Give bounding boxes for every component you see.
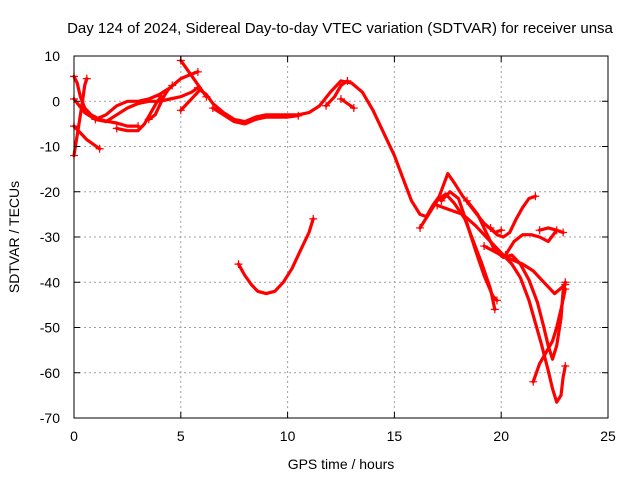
series-line [115, 95, 164, 133]
data-point-marker [437, 196, 446, 205]
series-line [531, 287, 567, 384]
series-line [211, 106, 300, 126]
series-line [72, 124, 102, 151]
series-arc-07 [144, 81, 177, 124]
data-point-marker [497, 226, 506, 235]
data-point-marker [531, 192, 540, 201]
series-line [439, 190, 499, 302]
data-point-marker [535, 226, 544, 235]
data-point-marker [561, 285, 570, 294]
series-line [435, 203, 567, 404]
y-tick-label: 10 [44, 48, 60, 64]
ticks-layer: 0 5 10 15 20 25 10 0 -10 -20 -30 -40 -50 -60 -70 [40, 48, 616, 444]
series-arc-22 [535, 226, 568, 237]
series-arc-19 [486, 192, 540, 239]
data-point-marker [322, 101, 331, 110]
y-tick-label: -40 [40, 274, 60, 290]
data-point-marker [234, 260, 243, 269]
data-point-marker [294, 111, 303, 120]
x-tick-label: 10 [280, 428, 296, 444]
y-tick-label: -10 [40, 139, 60, 155]
series-line [236, 217, 315, 296]
series-arc-10 [208, 104, 303, 126]
series-line [72, 86, 200, 124]
y-tick-label: -60 [40, 365, 60, 381]
series-arc-09 [176, 79, 506, 235]
series-arc-15 [437, 190, 501, 305]
x-tick-label: 0 [70, 428, 78, 444]
y-tick-label: 0 [52, 93, 60, 109]
data-point-marker [337, 94, 345, 103]
data-point-marker [486, 223, 495, 232]
data-point-marker [463, 196, 472, 205]
data-point-marker [416, 223, 425, 232]
data-point-marker [91, 115, 100, 124]
series-line [488, 194, 537, 239]
data-point-marker [95, 144, 104, 153]
series-line [482, 244, 567, 296]
data-point-marker [309, 214, 318, 223]
data-point-marker [501, 251, 510, 260]
data-point-marker [349, 104, 358, 113]
data-point-marker [112, 124, 121, 133]
data-point-marker [561, 361, 570, 370]
data-point-marker [480, 242, 489, 251]
series-line [72, 77, 89, 158]
x-tick-label: 25 [600, 428, 616, 444]
series-line [538, 226, 565, 235]
series-arc-05 [91, 67, 202, 124]
series-line [147, 83, 174, 121]
data-point-marker [559, 228, 568, 237]
y-tick-label: -70 [40, 410, 60, 426]
chart-title: Day 124 of 2024, Sidereal Day-to-day VTE… [67, 20, 613, 37]
data-point-marker [144, 115, 153, 124]
data-point-marker [433, 201, 442, 210]
data-point-marker [208, 104, 217, 113]
y-tick-label: -50 [40, 320, 60, 336]
series-arc-11 [234, 214, 318, 296]
series-arc-12 [322, 76, 352, 110]
series-line [93, 70, 200, 121]
data-point-marker [82, 74, 91, 83]
series-arc-21 [529, 285, 570, 386]
x-tick-label: 20 [493, 428, 509, 444]
x-axis-label: GPS time / hours [288, 456, 395, 472]
data-point-marker [168, 81, 177, 90]
series-arc-16 [433, 201, 570, 404]
series-line [465, 199, 567, 361]
x-tick-label: 15 [387, 428, 403, 444]
series-layer [70, 56, 570, 404]
data-point-marker [490, 305, 499, 314]
data-point-marker [176, 106, 185, 115]
y-axis-label: SDTVAR / TECUs [6, 181, 22, 293]
y-tick-label: -20 [40, 184, 60, 200]
grid-layer [74, 56, 608, 418]
data-point-marker [193, 67, 202, 76]
data-point-marker [529, 377, 538, 386]
series-line [324, 79, 349, 108]
series-arc-13 [337, 94, 358, 113]
y-tick-label: -30 [40, 229, 60, 245]
data-point-marker [492, 296, 501, 305]
series-line [503, 228, 559, 257]
data-point-marker [343, 76, 352, 85]
x-tick-label: 5 [177, 428, 185, 444]
series-line [339, 97, 356, 110]
series-line [179, 79, 503, 235]
